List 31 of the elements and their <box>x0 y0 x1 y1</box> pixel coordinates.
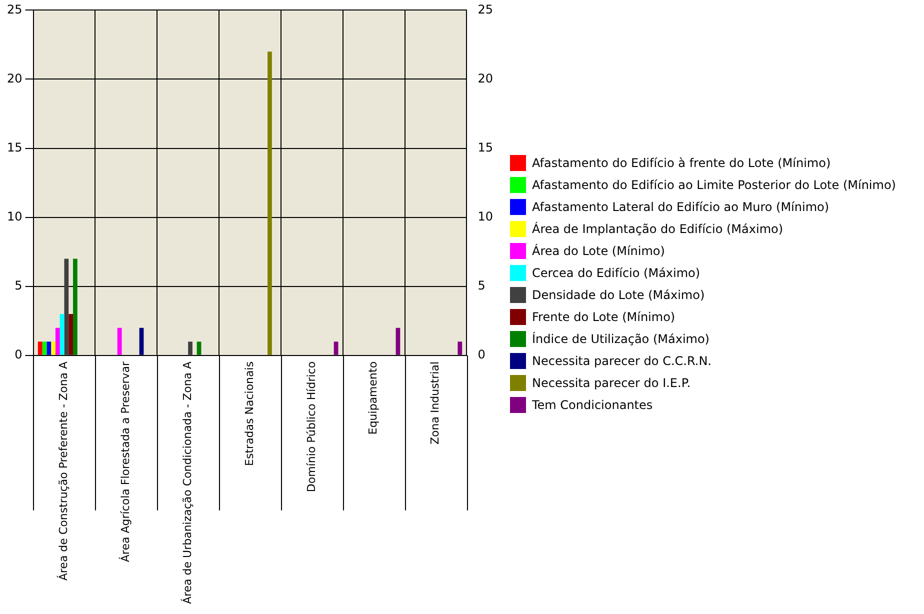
y2-tick-label: 5 <box>478 278 486 293</box>
y2-tick-label: 10 <box>478 209 494 224</box>
legend-label: Frente do Lote (Mínimo) <box>532 310 676 324</box>
legend-label: Necessita parecer do I.E.P. <box>532 376 691 390</box>
legend-label: Afastamento do Edifício ao Limite Posterior do Lote (Mínimo) <box>532 178 896 192</box>
y-tick-label: 20 <box>6 71 22 86</box>
legend-label: Índice de Utilização (Máximo) <box>532 332 710 346</box>
legend-label: Cercea do Edifício (Máximo) <box>532 266 700 280</box>
legend-label: Afastamento do Edifício à frente do Lote (Mínimo) <box>532 156 831 170</box>
y2-tick-label: 0 <box>478 348 486 362</box>
y-tick-label: 25 <box>6 2 22 16</box>
x-tick-label: Área Agrícola Florestada a Preservar <box>118 360 132 562</box>
y-tick-label: 10 <box>6 209 22 224</box>
y2-tick-label: 20 <box>478 71 494 86</box>
legend-label: Área do Lote (Mínimo) <box>532 244 665 258</box>
y2-tick-label: 15 <box>478 140 494 154</box>
y2-tick-label: 25 <box>478 2 494 16</box>
y-tick-label: 15 <box>6 140 22 154</box>
x-tick-label: Área de Urbanização Condicionada - Zona A <box>180 360 194 604</box>
legend-label: Tem Condicionantes <box>532 398 653 412</box>
x-tick-label: Equipamento <box>366 361 380 435</box>
y-tick-label: 0 <box>14 348 22 362</box>
x-tick-label: Domínio Público Hídrico <box>304 361 318 492</box>
legend-label: Afastamento Lateral do Edifício ao Muro (Mínimo) <box>532 200 830 214</box>
x-tick-label: Área de Construção Preferente - Zona A <box>56 360 70 581</box>
x-tick-label: Estradas Nacionais <box>242 361 256 466</box>
y-tick-label: 5 <box>14 278 22 293</box>
legend-label: Densidade do Lote (Máximo) <box>532 288 705 302</box>
x-tick-label: Zona Industrial <box>428 361 442 445</box>
legend-label: Área de Implantação do Edifício (Máximo) <box>532 222 784 236</box>
legend-label: Necessita parecer do C.C.R.N. <box>532 354 712 368</box>
